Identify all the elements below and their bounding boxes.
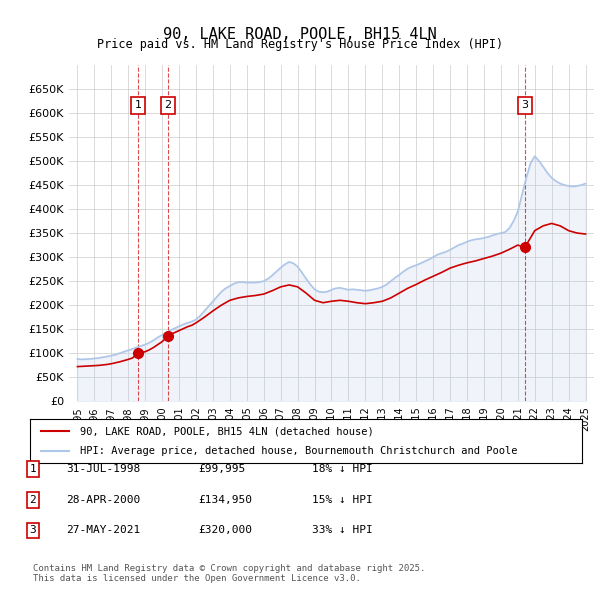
Text: £99,995: £99,995 bbox=[198, 464, 245, 474]
Text: £134,950: £134,950 bbox=[198, 495, 252, 504]
Text: Contains HM Land Registry data © Crown copyright and database right 2025.
This d: Contains HM Land Registry data © Crown c… bbox=[33, 563, 425, 583]
Text: Price paid vs. HM Land Registry's House Price Index (HPI): Price paid vs. HM Land Registry's House … bbox=[97, 38, 503, 51]
Text: 1: 1 bbox=[29, 464, 37, 474]
Text: HPI: Average price, detached house, Bournemouth Christchurch and Poole: HPI: Average price, detached house, Bour… bbox=[80, 446, 517, 455]
Text: 1: 1 bbox=[134, 100, 142, 110]
Text: 90, LAKE ROAD, POOLE, BH15 4LN: 90, LAKE ROAD, POOLE, BH15 4LN bbox=[163, 27, 437, 41]
Text: 27-MAY-2021: 27-MAY-2021 bbox=[66, 526, 140, 535]
Text: 15% ↓ HPI: 15% ↓ HPI bbox=[312, 495, 373, 504]
Text: 28-APR-2000: 28-APR-2000 bbox=[66, 495, 140, 504]
Text: 3: 3 bbox=[521, 100, 528, 110]
Text: 33% ↓ HPI: 33% ↓ HPI bbox=[312, 526, 373, 535]
Text: 2: 2 bbox=[29, 495, 37, 504]
Text: £320,000: £320,000 bbox=[198, 526, 252, 535]
Text: 31-JUL-1998: 31-JUL-1998 bbox=[66, 464, 140, 474]
Text: 90, LAKE ROAD, POOLE, BH15 4LN (detached house): 90, LAKE ROAD, POOLE, BH15 4LN (detached… bbox=[80, 427, 373, 436]
Text: 2: 2 bbox=[164, 100, 171, 110]
Text: 3: 3 bbox=[29, 526, 37, 535]
Text: 18% ↓ HPI: 18% ↓ HPI bbox=[312, 464, 373, 474]
